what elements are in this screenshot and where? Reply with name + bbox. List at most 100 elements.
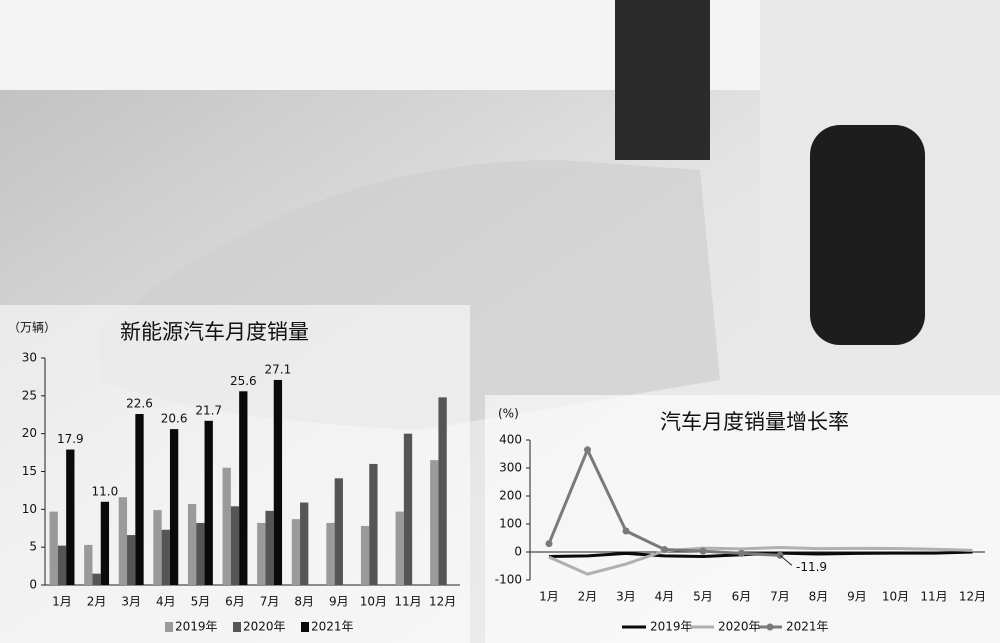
bar <box>84 544 93 585</box>
bar <box>66 449 75 585</box>
legend-label: 2019年 <box>175 620 218 634</box>
legend-swatch <box>301 622 309 632</box>
y-tick-label: 100 <box>499 517 522 531</box>
x-tick-label: 10月 <box>882 590 909 604</box>
x-tick-label: 3月 <box>121 595 141 609</box>
legend-swatch <box>165 622 173 632</box>
data-label: 27.1 <box>265 362 292 376</box>
y-tick-label: 0 <box>514 545 522 559</box>
x-tick-label: 7月 <box>770 590 790 604</box>
x-tick-label: 10月 <box>360 595 387 609</box>
chart-title: 新能源汽车月度销量 <box>120 320 309 344</box>
x-tick-label: 11月 <box>920 590 947 604</box>
y-tick-label: 5 <box>29 540 37 554</box>
annotation-leader <box>779 554 793 566</box>
legend-swatch <box>233 622 241 632</box>
data-label: 17.9 <box>57 432 84 446</box>
y-tick-label: 25 <box>22 388 37 402</box>
y-tick-label: 15 <box>22 464 37 478</box>
line-marker <box>622 527 630 535</box>
bar <box>291 519 301 585</box>
x-tick-label: 8月 <box>294 595 314 609</box>
bar <box>334 478 343 585</box>
y-tick-label: 300 <box>499 461 522 475</box>
bar <box>127 535 136 585</box>
y-tick-label: 20 <box>22 426 37 440</box>
bar <box>369 463 378 585</box>
bar <box>118 497 128 585</box>
legend-label: 2020年 <box>718 620 761 634</box>
y-tick-label: 30 <box>22 351 37 365</box>
y-axis-label: (%) <box>498 407 519 421</box>
line-marker <box>738 549 745 557</box>
bar <box>100 501 110 585</box>
x-tick-label: 1月 <box>539 590 559 604</box>
bar <box>153 510 162 585</box>
bar <box>222 467 231 585</box>
x-tick-label: 2月 <box>578 590 598 604</box>
bar <box>265 510 274 585</box>
bar <box>230 506 240 585</box>
pillar <box>615 0 710 160</box>
legend-marker <box>766 623 774 631</box>
data-label: 21.7 <box>195 403 222 417</box>
y-tick-label: 10 <box>22 502 37 516</box>
bar <box>395 511 404 585</box>
x-tick-label: 11月 <box>394 595 421 609</box>
bar <box>430 460 439 585</box>
x-tick-label: 2月 <box>87 595 107 609</box>
bar <box>360 525 370 585</box>
line-marker <box>661 545 668 553</box>
x-tick-label: 9月 <box>847 590 867 604</box>
bar <box>135 413 144 585</box>
bar <box>273 379 283 585</box>
y-tick-label: -100 <box>495 573 522 587</box>
x-tick-label: 5月 <box>693 590 713 604</box>
chart-title: 汽车月度销量增长率 <box>660 410 849 434</box>
x-tick-label: 7月 <box>260 595 280 609</box>
bar <box>161 529 170 585</box>
y-tick-label: 400 <box>499 433 522 447</box>
bar <box>92 573 101 585</box>
chart-panel-2 <box>485 395 1000 643</box>
bar <box>204 420 213 585</box>
bar <box>196 522 205 585</box>
x-tick-label: 4月 <box>156 595 176 609</box>
y-tick-label: 200 <box>499 489 522 503</box>
legend-label: 2020年 <box>243 620 286 634</box>
chart-panel-1 <box>0 305 470 643</box>
y-axis-label: （万辆） <box>8 321 56 335</box>
line-marker <box>699 547 707 555</box>
bar <box>49 511 58 585</box>
x-tick-label: 3月 <box>616 590 636 604</box>
bar <box>169 429 179 585</box>
line-marker <box>545 540 553 548</box>
line-series <box>548 546 973 576</box>
x-tick-label: 9月 <box>329 595 349 609</box>
data-label: 22.6 <box>126 396 153 410</box>
bar <box>300 502 309 585</box>
charger <box>810 125 925 345</box>
x-tick-label: 12月 <box>429 595 456 609</box>
data-label: 25.6 <box>230 374 257 388</box>
legend-label: 2019年 <box>650 620 693 634</box>
bar <box>57 545 67 585</box>
bar <box>187 504 197 585</box>
x-tick-label: 5月 <box>191 595 211 609</box>
line-marker <box>584 446 591 454</box>
data-label: 11.0 <box>92 484 119 498</box>
bar <box>239 391 248 585</box>
x-tick-label: 12月 <box>959 590 986 604</box>
bar <box>403 433 413 585</box>
x-tick-label: 8月 <box>809 590 829 604</box>
data-label: -11.9 <box>796 560 827 574</box>
bar <box>438 397 447 585</box>
legend-label: 2021年 <box>311 620 354 634</box>
bar <box>257 522 266 585</box>
bar <box>326 522 335 585</box>
x-tick-label: 1月 <box>52 595 72 609</box>
y-tick-label: 0 <box>29 578 37 592</box>
legend-label: 2021年 <box>786 620 829 634</box>
